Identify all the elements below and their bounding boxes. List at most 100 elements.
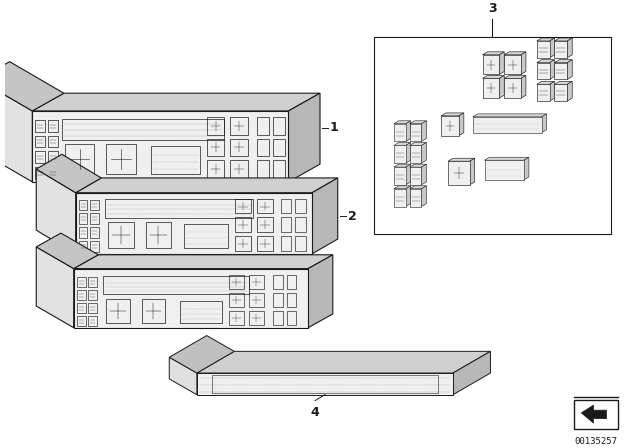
Polygon shape: [567, 82, 572, 101]
Polygon shape: [422, 121, 426, 142]
Polygon shape: [550, 82, 554, 101]
Polygon shape: [537, 41, 550, 58]
Polygon shape: [394, 167, 406, 185]
Bar: [48, 136, 58, 147]
Polygon shape: [36, 233, 99, 269]
Bar: [90, 241, 99, 252]
Bar: [280, 236, 291, 251]
Polygon shape: [394, 124, 406, 142]
Bar: [90, 213, 99, 224]
Bar: [77, 290, 86, 300]
Bar: [88, 277, 97, 287]
Bar: [180, 301, 223, 323]
Bar: [249, 276, 264, 289]
Bar: [88, 290, 97, 300]
Polygon shape: [422, 164, 426, 185]
Polygon shape: [410, 142, 426, 146]
Bar: [79, 200, 88, 211]
Polygon shape: [554, 41, 567, 58]
Polygon shape: [410, 189, 422, 207]
Bar: [65, 144, 94, 174]
Bar: [105, 198, 253, 218]
Polygon shape: [410, 164, 426, 167]
Polygon shape: [537, 38, 554, 41]
Polygon shape: [32, 111, 289, 182]
Polygon shape: [483, 55, 499, 74]
Bar: [229, 311, 244, 325]
Bar: [273, 293, 282, 307]
Polygon shape: [410, 124, 422, 142]
Polygon shape: [483, 75, 504, 78]
Bar: [79, 213, 88, 224]
Text: 00135257: 00135257: [574, 437, 618, 446]
Bar: [280, 198, 291, 213]
Bar: [257, 160, 269, 178]
Bar: [257, 117, 269, 134]
Bar: [296, 198, 306, 213]
Polygon shape: [473, 114, 547, 117]
Bar: [257, 138, 269, 156]
Bar: [287, 276, 296, 289]
Bar: [236, 217, 251, 232]
Polygon shape: [394, 189, 406, 207]
Polygon shape: [499, 52, 504, 74]
Polygon shape: [406, 186, 411, 207]
Bar: [207, 117, 225, 134]
Polygon shape: [197, 351, 490, 373]
Bar: [48, 151, 58, 163]
Polygon shape: [484, 160, 524, 180]
Bar: [150, 146, 200, 174]
Bar: [249, 311, 264, 325]
Polygon shape: [441, 113, 464, 116]
Polygon shape: [406, 121, 411, 142]
Bar: [273, 311, 282, 325]
Bar: [207, 138, 225, 156]
Bar: [77, 316, 86, 326]
Bar: [273, 138, 285, 156]
Polygon shape: [394, 121, 411, 124]
Polygon shape: [537, 63, 550, 79]
Polygon shape: [36, 154, 101, 193]
Polygon shape: [394, 142, 411, 146]
Polygon shape: [554, 60, 572, 63]
Polygon shape: [406, 164, 411, 185]
Bar: [236, 198, 251, 213]
Polygon shape: [504, 78, 521, 98]
Bar: [249, 293, 264, 307]
Bar: [229, 293, 244, 307]
Bar: [79, 241, 88, 252]
Bar: [35, 136, 45, 147]
Polygon shape: [537, 84, 550, 101]
Polygon shape: [567, 60, 572, 79]
Text: 4: 4: [310, 406, 319, 419]
Polygon shape: [410, 186, 426, 189]
Polygon shape: [521, 52, 526, 74]
Bar: [296, 236, 306, 251]
Bar: [106, 144, 136, 174]
Bar: [90, 200, 99, 211]
Polygon shape: [394, 164, 411, 167]
Polygon shape: [197, 373, 453, 395]
Polygon shape: [470, 158, 475, 185]
Polygon shape: [504, 75, 526, 78]
Polygon shape: [554, 84, 567, 101]
Bar: [257, 198, 273, 213]
Polygon shape: [0, 62, 64, 111]
Polygon shape: [483, 78, 499, 98]
Polygon shape: [76, 193, 312, 254]
Bar: [48, 167, 58, 179]
Bar: [88, 303, 97, 313]
Bar: [296, 217, 306, 232]
Bar: [106, 299, 130, 323]
Polygon shape: [169, 336, 234, 373]
Bar: [146, 222, 172, 248]
Bar: [77, 303, 86, 313]
Polygon shape: [484, 157, 529, 160]
Polygon shape: [422, 186, 426, 207]
Polygon shape: [410, 167, 422, 185]
Polygon shape: [499, 75, 504, 98]
Polygon shape: [0, 79, 32, 182]
Polygon shape: [524, 157, 529, 180]
Polygon shape: [567, 38, 572, 58]
Bar: [207, 160, 225, 178]
